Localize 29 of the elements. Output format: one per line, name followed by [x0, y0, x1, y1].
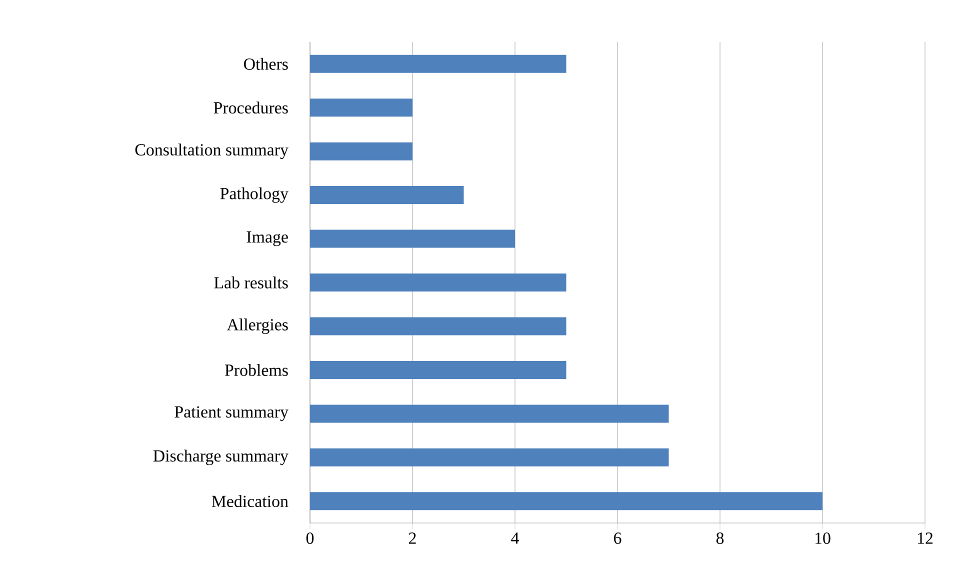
bar — [310, 360, 566, 379]
x-tick-label: 2 — [409, 532, 416, 544]
y-tick-label: Image — [246, 231, 288, 246]
bar — [310, 448, 669, 466]
y-tick-label: Others — [244, 58, 288, 70]
y-tick-label: Allergies — [226, 318, 288, 334]
y-tick-label: Medication — [212, 495, 288, 508]
y-tick-label: Discharge summary — [153, 450, 288, 466]
x-tick-label: 8 — [716, 532, 724, 544]
bar — [310, 186, 464, 204]
x-tick-label: 6 — [614, 532, 622, 544]
x-tick-label: 10 — [816, 532, 830, 544]
bar — [310, 274, 566, 292]
bar — [310, 404, 669, 423]
y-tick-label: Procedures — [214, 102, 288, 114]
x-tick-label: 0 — [306, 532, 314, 544]
x-tick-label: 4 — [511, 532, 519, 544]
y-tick-label: Pathology — [220, 187, 288, 203]
y-tick-label: Lab results — [214, 276, 288, 288]
bar — [310, 54, 566, 73]
bar — [310, 142, 413, 160]
bar — [310, 317, 566, 336]
bar — [310, 230, 516, 248]
x-tick-label: 12 — [918, 532, 933, 544]
y-tick-label: Consultation summary — [135, 144, 288, 160]
bar — [310, 492, 823, 510]
y-tick-label: Patient summary — [174, 406, 288, 422]
y-tick-label: Problems — [224, 364, 288, 376]
bar — [310, 98, 413, 117]
